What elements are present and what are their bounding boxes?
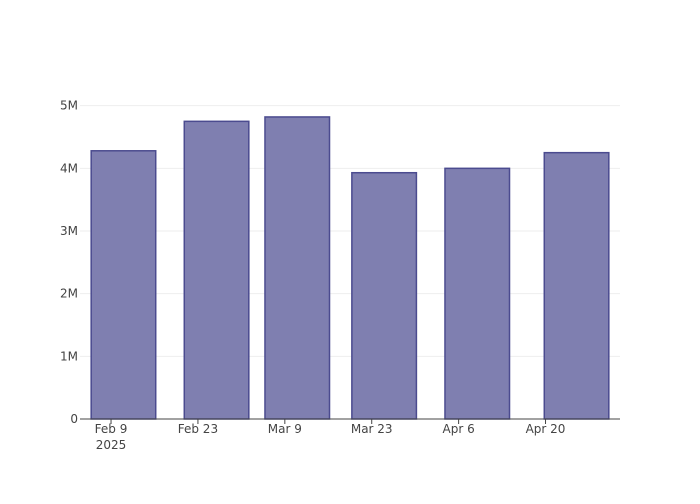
y-tick-label: 0 [70, 412, 78, 426]
bar [351, 171, 418, 420]
y-tick-label: 1M [60, 349, 78, 363]
bar [444, 167, 511, 420]
y-tick-label: 3M [60, 224, 78, 238]
bar [543, 151, 610, 420]
y-tick-label: 5M [60, 99, 78, 113]
y-tick-label: 2M [60, 287, 78, 301]
bar [183, 120, 250, 420]
x-tick-label: Apr 6 [443, 422, 475, 436]
bar [264, 116, 331, 420]
x-tick-label: Mar 23 [351, 422, 393, 436]
x-tick-label: Apr 20 [526, 422, 566, 436]
x-tick-label: Feb 23 [178, 422, 218, 436]
x-tick-label: Feb 9 2025 [95, 422, 128, 452]
bar [90, 150, 157, 420]
x-tick-label: Mar 9 [268, 422, 302, 436]
y-tick-label: 4M [60, 161, 78, 175]
